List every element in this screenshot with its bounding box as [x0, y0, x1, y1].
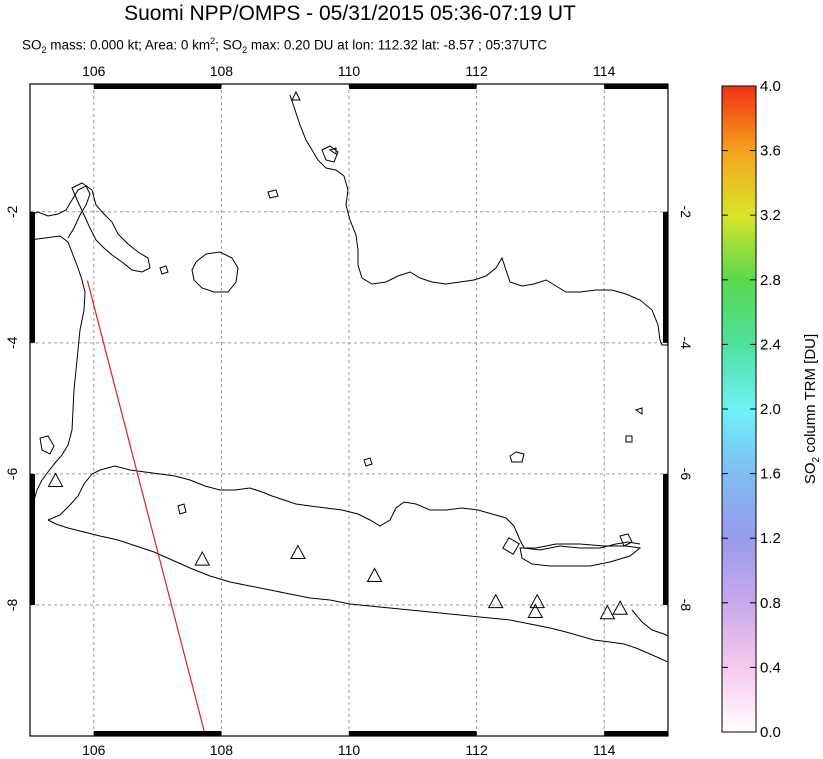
colorbar-tick-label-3.2: 3.2	[760, 207, 781, 224]
borneo-coast	[289, 94, 668, 346]
lat-label-left--8: -8	[4, 599, 20, 612]
lon-label-bottom-110: 110	[338, 742, 361, 758]
volcano-marker-1	[47, 472, 64, 487]
orbit-track-line	[86, 280, 207, 737]
lon-label-top-112: 112	[465, 63, 488, 79]
gridlines	[30, 84, 668, 736]
volcano-markers	[47, 472, 628, 620]
volcano-marker-7	[527, 603, 544, 618]
frame-bar-right	[663, 211, 668, 343]
colorbar-tick-label-1.6: 1.6	[760, 466, 781, 483]
bali-coast	[631, 609, 668, 637]
colorbar-tick-label-3.6: 3.6	[760, 143, 781, 160]
colorbar-tick-label-2.8: 2.8	[760, 272, 781, 289]
sumatra-coast	[30, 235, 86, 516]
map-subtitle: SO2 mass: 0.000 kt; Area: 0 km2; SO2 max…	[22, 36, 548, 56]
volcano-marker-2	[194, 551, 211, 566]
volcano-marker-5	[487, 593, 504, 609]
lat-labels-right: -2 -4 -6 -8	[678, 206, 694, 612]
so2-max-marker	[502, 537, 520, 555]
frame-bar-bottom	[349, 731, 477, 736]
lat-labels-left: -2 -4 -6 -8	[4, 205, 20, 611]
frame-bar-top	[349, 84, 477, 89]
lat-label-left--2: -2	[4, 205, 20, 218]
lon-label-bottom-106: 106	[82, 742, 106, 758]
frame-bar-right	[663, 473, 668, 605]
volcano-marker-6	[529, 593, 546, 609]
lon-label-bottom-108: 108	[210, 742, 234, 758]
java-south-coast	[47, 519, 668, 663]
belitung-island	[191, 251, 239, 293]
lat-label-right--2: -2	[678, 206, 694, 219]
colorbar-ticks: 0.0 0.4 0.8 1.2 1.6 2.0 2.4 2.8 3.2 3.6 4.0	[722, 78, 781, 741]
frame-bar-bottom	[604, 731, 668, 736]
coastlines	[30, 90, 668, 663]
lon-labels-bottom: 106 108 110 112 114	[82, 742, 615, 758]
lat-label-right--6: -6	[678, 468, 694, 481]
lon-label-top-110: 110	[338, 63, 361, 79]
colorbar-tick-label-0.4: 0.4	[760, 659, 781, 676]
lon-label-bottom-114: 114	[593, 742, 616, 758]
colorbar-tick-label-2.4: 2.4	[760, 336, 781, 353]
frame-bar-left	[30, 473, 35, 605]
map-title: Suomi NPP/OMPS - 05/31/2015 05:36-07:19 …	[124, 2, 576, 25]
madura-island	[519, 543, 642, 567]
lon-label-top-108: 108	[210, 63, 234, 79]
colorbar-tick-label-0.8: 0.8	[760, 595, 781, 612]
colorbar-tick-label-2.0: 2.0	[760, 401, 781, 418]
lat-label-right--8: -8	[678, 599, 694, 612]
volcano-marker-9	[612, 600, 628, 615]
bangka-island	[71, 182, 151, 273]
frame-tick-bars	[30, 84, 668, 736]
colorbar-tick-label-1.2: 1.2	[760, 530, 781, 547]
java-north-coast	[47, 465, 641, 551]
lon-label-top-114: 114	[593, 63, 616, 79]
colorbar-tick-label-0.0: 0.0	[760, 724, 781, 741]
volcano-marker-4	[366, 567, 383, 582]
lon-labels-top: 106 108 110 112 114	[82, 63, 615, 79]
lat-label-right--4: -4	[678, 337, 694, 350]
frame-bar-top	[93, 84, 222, 89]
frame-bar-bottom	[93, 731, 222, 736]
volcano-marker-3	[290, 544, 306, 560]
lon-label-top-106: 106	[82, 63, 106, 79]
frame-bar-left	[30, 211, 35, 343]
lon-label-bottom-112: 112	[465, 742, 488, 758]
lat-label-left--6: -6	[4, 467, 20, 480]
colorbar-label: SO2 column TRM [DU]	[802, 334, 822, 484]
volcano-marker-8	[599, 604, 616, 620]
frame-bar-top	[604, 84, 668, 89]
colorbar-tick-label-4.0: 4.0	[760, 78, 781, 95]
lat-label-left--4: -4	[4, 336, 20, 349]
